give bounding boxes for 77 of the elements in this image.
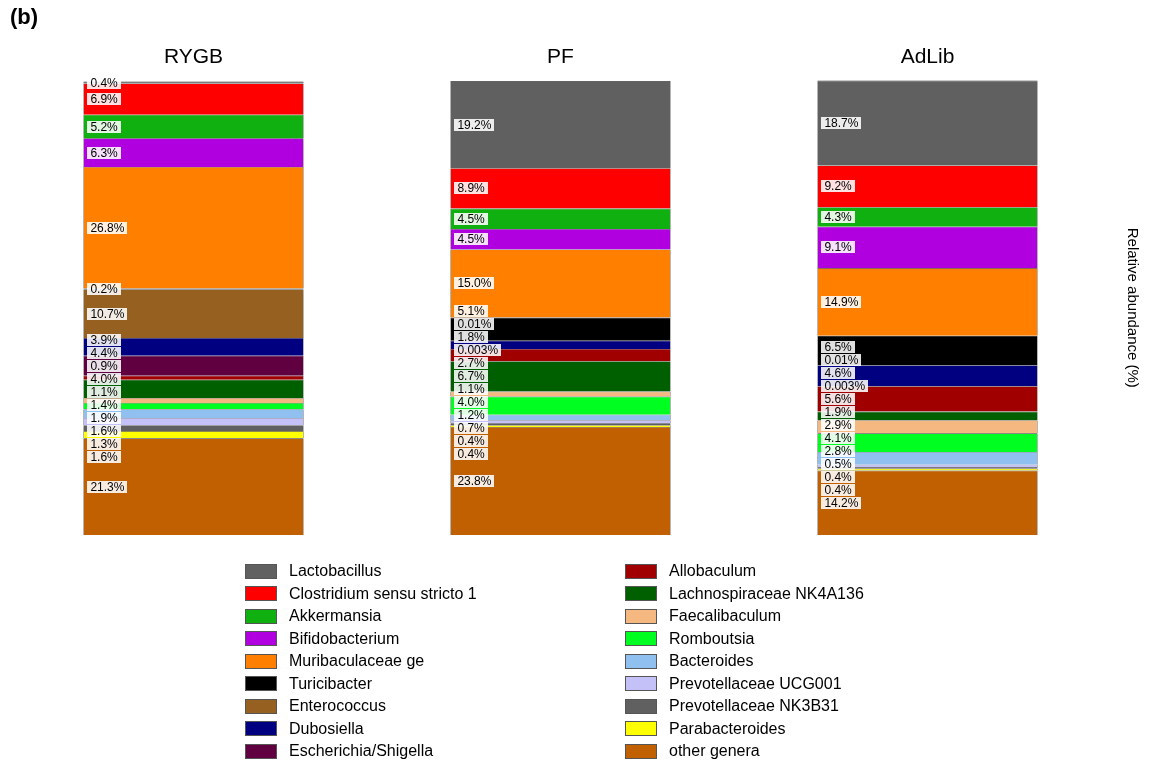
data-label: 4.6% — [824, 366, 852, 381]
data-label: 2.9% — [824, 418, 852, 433]
data-label: 18.7% — [824, 116, 859, 131]
data-label: 14.2% — [824, 496, 859, 511]
data-label: 4.1% — [824, 431, 852, 446]
data-label: 4.5% — [457, 232, 485, 247]
data-label: 1.1% — [457, 381, 485, 396]
legend-label: Allobaculum — [669, 562, 757, 581]
legend-label: Escherichia/Shigella — [289, 742, 434, 761]
legend-label: Enterococcus — [289, 697, 386, 716]
data-label: 6.7% — [457, 368, 485, 383]
data-label: 0.4% — [457, 446, 485, 461]
data-label: 1.6% — [90, 449, 118, 464]
data-label: 9.2% — [824, 179, 852, 194]
x-tick-label: AdLib — [900, 43, 955, 67]
data-label: 1.1% — [90, 384, 118, 399]
data-label: 0.5% — [824, 457, 852, 472]
legend-label: Akkermansia — [289, 607, 382, 626]
data-label: 5.2% — [90, 119, 118, 134]
data-label: 1.9% — [824, 405, 852, 420]
data-label: 4.5% — [457, 211, 485, 226]
data-label: 0.003% — [457, 342, 499, 357]
data-label: 3.9% — [90, 332, 118, 347]
legend-label: Dubosiella — [289, 719, 364, 738]
legend-label: Clostridium sensu stricto 1 — [289, 584, 477, 603]
data-label: 0.003% — [824, 379, 866, 394]
data-label: 1.3% — [90, 436, 118, 451]
data-label: 0.4% — [824, 470, 852, 485]
data-label: 4.0% — [457, 394, 485, 409]
data-label: 5.6% — [824, 392, 852, 407]
legend-label: Prevotellaceae NK3B31 — [669, 697, 839, 716]
data-label: 0.9% — [90, 358, 118, 373]
data-label: 10.7% — [90, 306, 125, 321]
data-label: 0.2% — [90, 281, 118, 296]
data-label: 23.8% — [457, 473, 492, 488]
data-label: 2.8% — [824, 444, 852, 459]
data-label: 9.1% — [824, 240, 852, 255]
data-label: 15.0% — [457, 276, 492, 291]
data-label: 6.3% — [90, 145, 118, 160]
data-label: 1.8% — [457, 329, 485, 344]
data-label: 2.7% — [457, 355, 485, 370]
chart-title: (b) — [10, 4, 39, 30]
legend-label: Bifidobacterium — [289, 629, 400, 648]
y-axis-title: Relative abundance (%) — [1124, 227, 1142, 388]
legend-label: Lactobacillus — [289, 562, 382, 581]
legend-label: Lachnospiraceae NK4A136 — [669, 584, 864, 603]
data-label: 1.4% — [90, 397, 118, 412]
data-label: 6.5% — [824, 340, 852, 355]
legend-label: Romboutsia — [669, 629, 755, 648]
data-label: 5.1% — [457, 303, 485, 318]
data-label: 21.3% — [90, 479, 125, 494]
legend-label: Turicibacter — [289, 674, 372, 693]
data-label: 0.01% — [457, 316, 492, 331]
data-label: 0.01% — [824, 353, 859, 368]
data-label: 6.9% — [90, 92, 118, 107]
data-label: 4.0% — [90, 371, 118, 386]
legend-label: Bacteroides — [669, 652, 754, 671]
x-tick-label: RYGB — [163, 43, 224, 67]
data-label: 1.2% — [457, 407, 485, 422]
legend-label: other genera — [669, 742, 760, 761]
data-label: 1.6% — [90, 423, 118, 438]
data-label: 4.3% — [824, 209, 852, 224]
data-label: 0.7% — [457, 420, 485, 435]
data-label: 0.4% — [457, 433, 485, 448]
data-label: 4.4% — [90, 345, 118, 360]
data-label: 26.8% — [90, 220, 125, 235]
data-label: 1.9% — [90, 410, 118, 425]
x-tick-label: PF — [547, 43, 574, 67]
legend-label: Faecalibaculum — [669, 607, 782, 626]
legend-label: Prevotellaceae UCG001 — [669, 674, 842, 693]
data-label: 0.4% — [824, 483, 852, 498]
data-label: 14.9% — [824, 294, 859, 309]
data-label: 19.2% — [457, 117, 492, 132]
legend-label: Parabacteroides — [669, 719, 786, 738]
data-label: 8.9% — [457, 181, 485, 196]
legend-label: Muribaculaceae ge — [289, 652, 425, 671]
data-label: 0.4% — [90, 76, 118, 91]
